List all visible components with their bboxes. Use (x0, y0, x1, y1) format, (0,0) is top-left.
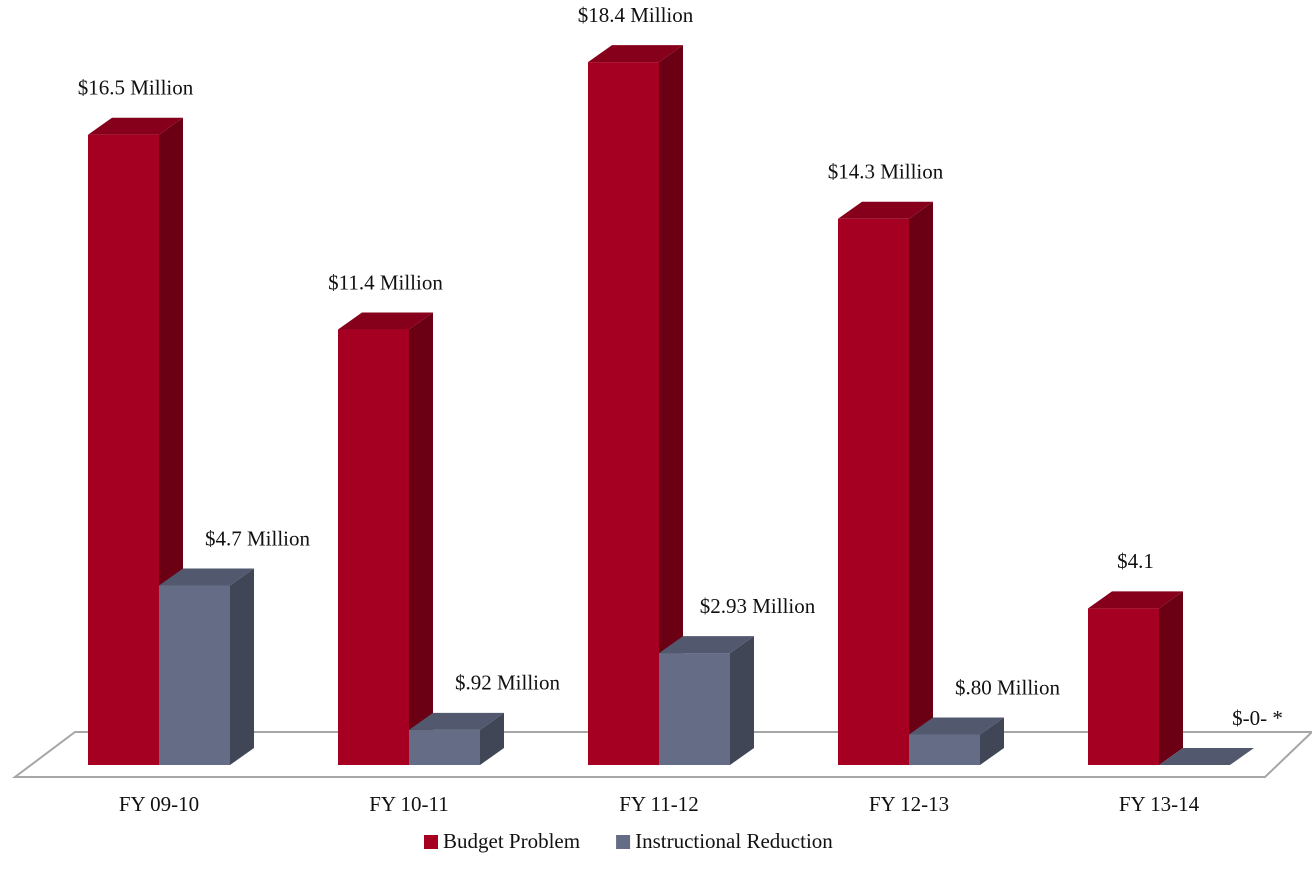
bar (1088, 608, 1159, 765)
value-label: $.92 Million (455, 671, 561, 695)
bar-side (1159, 591, 1183, 765)
bar-top (88, 117, 183, 135)
bar (909, 734, 980, 765)
bar-top (338, 312, 433, 330)
bar-top (588, 45, 683, 63)
bar (88, 134, 159, 765)
bar-side (230, 568, 254, 765)
bar (659, 653, 730, 765)
bar-top (159, 568, 254, 586)
x-tick-label: FY 10-11 (369, 792, 449, 816)
legend-swatch (424, 835, 438, 849)
value-label: $4.1 (1117, 549, 1154, 573)
x-tick-label: FY 13-14 (1119, 792, 1200, 816)
value-label: $14.3 Million (828, 160, 944, 184)
legend-label: Budget Problem (443, 829, 580, 853)
value-label: $4.7 Million (205, 526, 311, 550)
bar-top (838, 201, 933, 219)
bar-side (480, 712, 504, 765)
value-label: $18.4 Million (578, 3, 694, 27)
legend-swatch (616, 835, 631, 849)
bar-side (409, 312, 433, 765)
bar-top (1088, 591, 1183, 609)
bar-side (980, 717, 1004, 765)
bar (409, 729, 480, 765)
bar (838, 218, 909, 766)
bar-side (909, 201, 933, 766)
bar-top (409, 712, 504, 730)
value-label: $-0- * (1232, 706, 1283, 730)
bar-top (909, 717, 1004, 735)
bar (588, 62, 659, 766)
value-label: $11.4 Million (328, 270, 443, 294)
bar-top (1159, 748, 1254, 765)
x-tick-label: FY 11-12 (619, 792, 699, 816)
value-label: $16.5 Million (78, 76, 194, 100)
bar (338, 329, 409, 765)
legend-label: Instructional Reduction (635, 829, 833, 853)
bar-top (659, 636, 754, 654)
x-tick-label: FY 12-13 (869, 792, 949, 816)
value-label: $2.93 Million (700, 594, 816, 618)
bar (159, 585, 230, 765)
bar-side (730, 636, 754, 765)
value-label: $.80 Million (955, 675, 1061, 699)
x-tick-label: FY 09-10 (119, 792, 199, 816)
bar-side (659, 45, 683, 766)
